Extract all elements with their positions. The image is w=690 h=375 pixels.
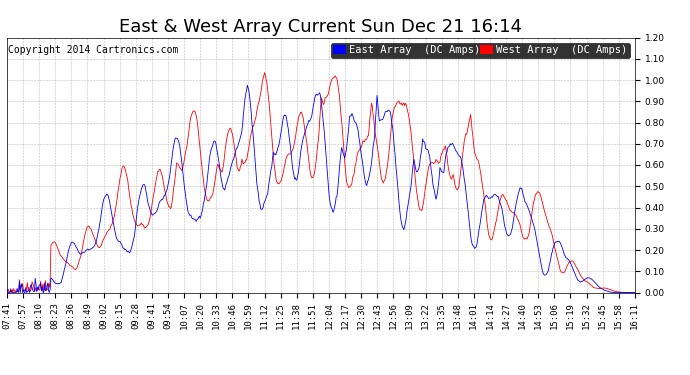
Title: East & West Array Current Sun Dec 21 16:14: East & West Array Current Sun Dec 21 16:…: [119, 18, 522, 36]
Text: Copyright 2014 Cartronics.com: Copyright 2014 Cartronics.com: [8, 45, 179, 55]
Legend: East Array  (DC Amps), West Array  (DC Amps): East Array (DC Amps), West Array (DC Amp…: [331, 43, 629, 58]
